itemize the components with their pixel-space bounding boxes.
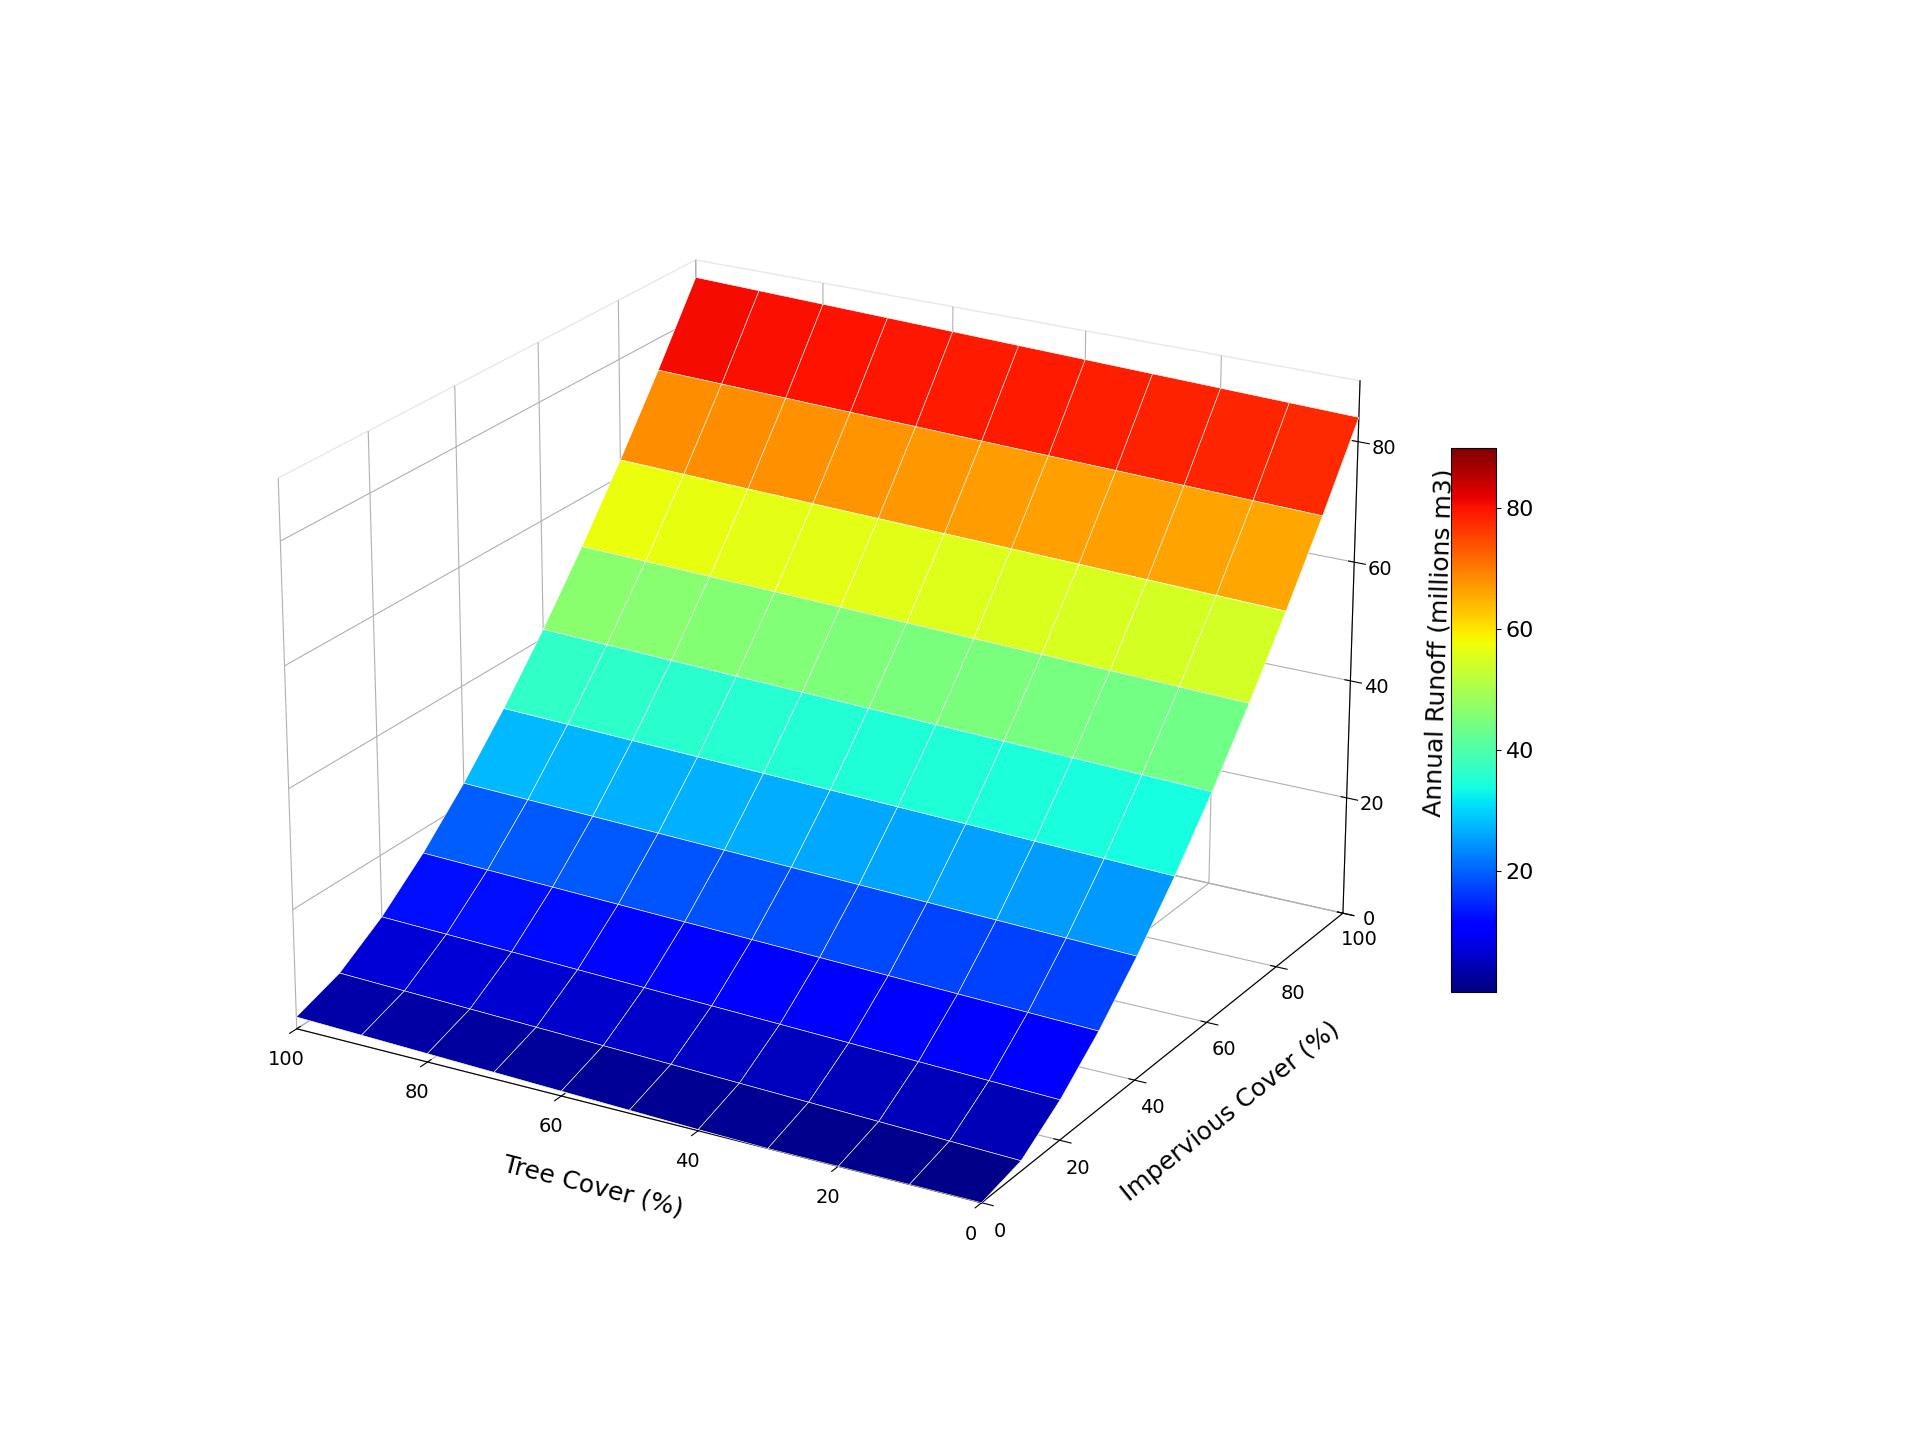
X-axis label: Tree Cover (%): Tree Cover (%): [501, 1152, 685, 1221]
Y-axis label: Impervious Cover (%): Impervious Cover (%): [1117, 1017, 1344, 1205]
